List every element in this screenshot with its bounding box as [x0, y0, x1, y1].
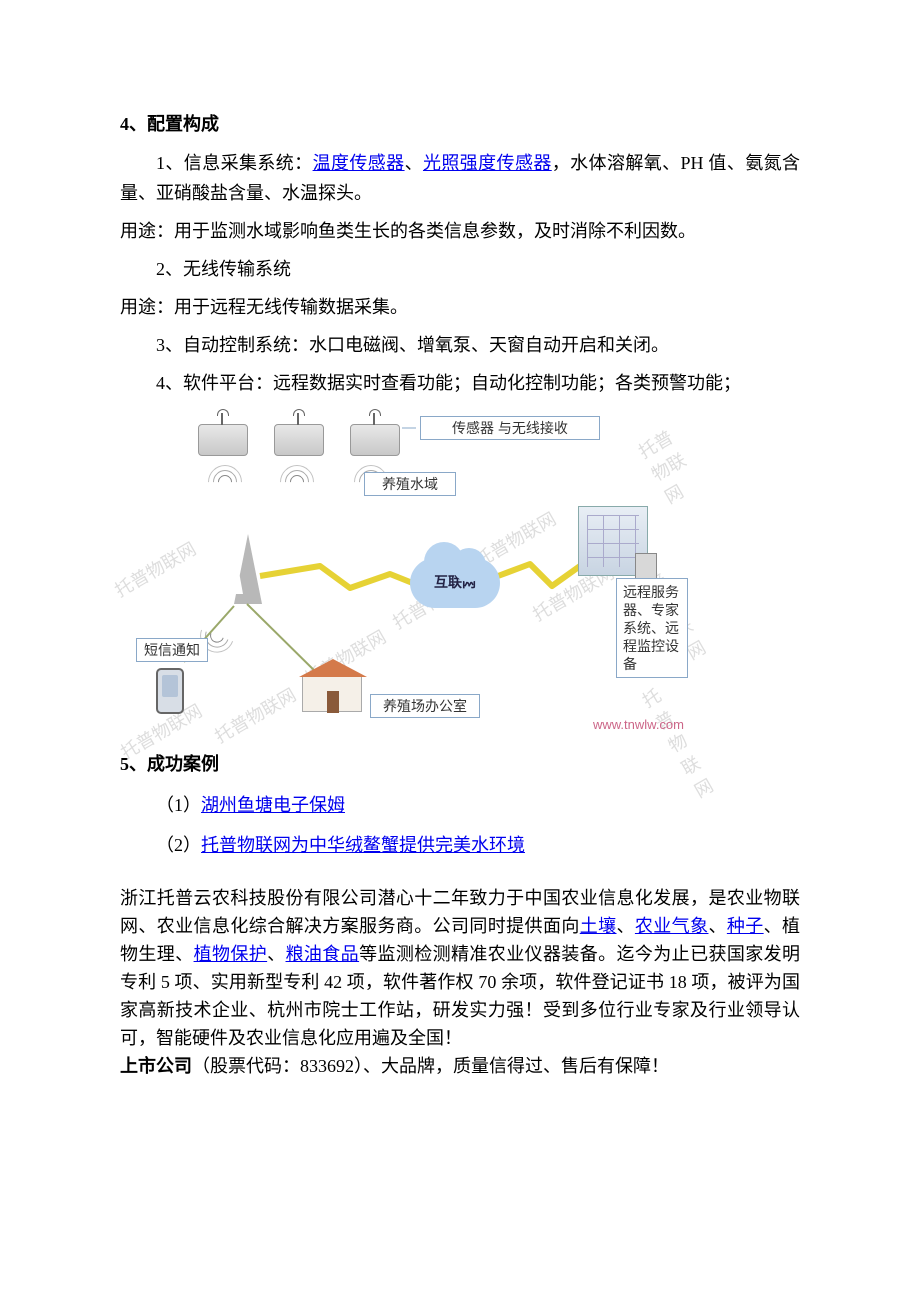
link-plant-protection[interactable]: 植物保护	[194, 944, 268, 964]
bolt-edge	[260, 566, 420, 588]
section4-item2: 2、无线传输系统	[120, 254, 800, 284]
label-sensors-wireless: 传感器 与无线接收	[420, 416, 600, 440]
label-farm-office: 养殖场办公室	[370, 694, 480, 718]
sep: 、	[617, 916, 635, 936]
link-grain-food[interactable]: 粮油食品	[286, 944, 360, 964]
case2-prefix: （2）	[156, 835, 201, 855]
link-temperature-sensor[interactable]: 温度传感器	[313, 153, 405, 173]
section4-item4: 4、软件平台：远程数据实时查看功能；自动化控制功能；各类预警功能；	[120, 368, 800, 398]
document-page: 4、配置构成 1、信息采集系统：温度传感器、光照强度传感器，水体溶解氧、PH 值…	[0, 0, 920, 1160]
case-2: （2）托普物联网为中华绒鳌蟹提供完美水环境	[120, 828, 800, 862]
section4-item1-usage: 用途：用于监测水域影响鱼类生长的各类信息参数，及时消除不利因数。	[120, 216, 800, 246]
phone-icon	[156, 668, 184, 714]
sep: 、	[267, 944, 285, 964]
wireless-device-icon	[198, 424, 248, 456]
link-case-crab[interactable]: 托普物联网为中华绒鳌蟹提供完美水环境	[201, 835, 525, 855]
watermark-text: 托普物联网	[637, 679, 723, 804]
item1-prefix: 1、信息采集系统：	[156, 153, 313, 173]
section5-heading: 5、成功案例	[120, 748, 800, 780]
watermark-text: 托普物联网	[210, 681, 301, 749]
section4-item2-usage: 用途：用于远程无线传输数据采集。	[120, 292, 800, 322]
building-icon	[578, 506, 648, 576]
section4-item1: 1、信息采集系统：温度传感器、光照强度传感器，水体溶解氧、PH 值、氨氮含量、亚…	[120, 148, 800, 208]
link-seed[interactable]: 种子	[727, 916, 764, 936]
listed-company-rest: （股票代码：833692）、大品牌，质量信得过、售后有保障！	[192, 1056, 669, 1076]
listed-company-bold: 上市公司	[120, 1056, 192, 1076]
watermark-text: 托普物联网	[633, 421, 708, 510]
link-agri-weather[interactable]: 农业气象	[635, 916, 709, 936]
link-case-huzhou[interactable]: 湖州鱼塘电子保姆	[201, 795, 345, 815]
label-remote-services: 远程服务器、专家系统、远程监控设备	[616, 578, 688, 678]
label-sms-notify: 短信通知	[136, 638, 208, 662]
cloud-icon: 互联网	[410, 558, 500, 608]
label-water-area: 养殖水域	[364, 472, 456, 496]
case-1: （1）湖州鱼塘电子保姆	[120, 788, 800, 822]
company-intro: 浙江托普云农科技股份有限公司潜心十二年致力于中国农业信息化发展，是农业物联网、农…	[120, 884, 800, 1052]
system-network-diagram: 托普物联网 托普物联网 托普物联网 托普物联网 托普物联网 托普物联网 托普物联…	[120, 406, 692, 736]
house-icon	[302, 676, 362, 712]
server-icon	[635, 553, 657, 579]
watermark-text: 托普物联网	[110, 535, 201, 603]
cloud-label: 互联网	[410, 572, 500, 592]
wireless-device-icon	[274, 424, 324, 456]
company-listed: 上市公司（股票代码：833692）、大品牌，质量信得过、售后有保障！	[120, 1052, 800, 1080]
case1-prefix: （1）	[156, 795, 201, 815]
sep: 、	[708, 916, 726, 936]
section4-heading: 4、配置构成	[120, 108, 800, 140]
radio-wave-icon	[276, 462, 316, 502]
link-soil[interactable]: 土壤	[580, 916, 617, 936]
section4-item3: 3、自动控制系统：水口电磁阀、增氧泵、天窗自动开启和关闭。	[120, 330, 800, 360]
radio-wave-icon	[204, 462, 244, 502]
diagram-source-url: www.tnwlw.com	[593, 717, 684, 732]
tower-icon	[234, 534, 262, 604]
link-light-sensor[interactable]: 光照强度传感器	[423, 153, 552, 173]
sep1: 、	[405, 153, 423, 173]
wireless-device-icon	[350, 424, 400, 456]
system-diagram-container: 托普物联网 托普物联网 托普物联网 托普物联网 托普物联网 托普物联网 托普物联…	[120, 406, 800, 736]
